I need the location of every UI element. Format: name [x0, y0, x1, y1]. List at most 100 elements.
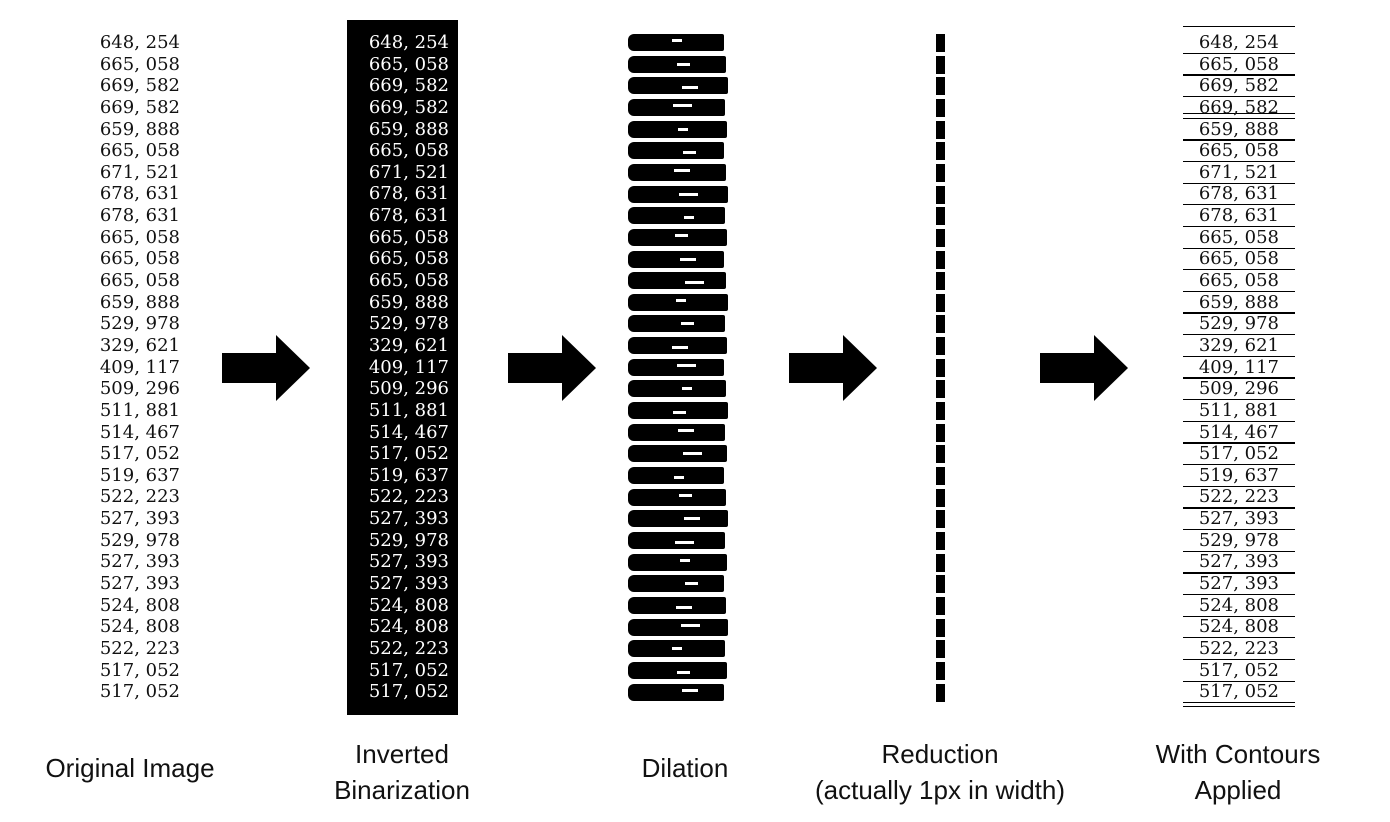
inverted-number-row: 527, 393	[368, 573, 449, 595]
contour-number-row: 659, 888	[1198, 291, 1279, 313]
original-number-row: 519, 637	[99, 464, 180, 486]
dilation-blob	[628, 510, 728, 528]
dilation-gap	[672, 39, 682, 42]
caption-line: Applied	[1194, 775, 1282, 805]
contour-line	[1183, 312, 1295, 314]
original-number-row: 678, 631	[99, 183, 180, 205]
dilation-gap	[683, 452, 702, 456]
contour-number-row: 527, 393	[1198, 508, 1279, 530]
contour-number-row: 669, 582	[1198, 96, 1279, 118]
dilation-gap	[677, 62, 690, 66]
contour-number-row: 671, 521	[1198, 161, 1279, 183]
dilation-blob	[628, 163, 726, 181]
caption-line: With Contours	[1155, 739, 1321, 769]
contour-line	[1183, 528, 1295, 531]
inverted-number-row: 409, 117	[368, 356, 449, 378]
inverted-number-row: 669, 582	[368, 75, 449, 97]
contour-line	[1183, 615, 1295, 617]
contour-line	[1183, 139, 1295, 141]
dilation-gap	[679, 192, 698, 196]
inverted-number-row: 678, 631	[368, 205, 449, 227]
original-number-row: 329, 621	[99, 334, 180, 356]
dilation-blob	[628, 358, 724, 376]
contour-line	[1183, 637, 1295, 639]
dilation-gap	[674, 168, 690, 172]
reduction-segment	[936, 683, 945, 702]
reduction-segment	[936, 250, 945, 269]
right-arrow-icon	[789, 335, 877, 401]
inverted-number-row: 671, 521	[368, 161, 449, 183]
contours-column: 648, 254 665, 058 669, 582 669, 582 659, 888…	[1185, 32, 1285, 703]
dilation-blob	[628, 142, 724, 160]
dilation-gap	[676, 605, 692, 609]
contour-line	[1183, 680, 1295, 682]
reduction-segment	[936, 488, 945, 507]
right-arrow-icon	[222, 335, 310, 401]
dilation-blob	[628, 553, 727, 571]
original-number-row: 511, 881	[99, 399, 180, 421]
dilation-gap	[684, 216, 694, 220]
reduction-segment	[936, 467, 945, 485]
contour-line	[1183, 112, 1295, 115]
original-number-row: 669, 582	[99, 96, 180, 118]
dilation-blob	[628, 34, 724, 51]
contour-line	[1183, 52, 1295, 54]
caption-line: Reduction	[881, 739, 999, 769]
reduction-segment	[936, 445, 945, 464]
contour-line	[1183, 485, 1295, 487]
reduction-segment	[936, 120, 945, 139]
dilation-gap	[672, 346, 688, 350]
contour-line	[1183, 117, 1295, 119]
reduction-segment	[936, 596, 945, 615]
dilation-blob	[628, 402, 728, 420]
reduction-column	[936, 0, 946, 822]
reduction-segment	[936, 272, 945, 291]
contour-line	[1183, 420, 1295, 422]
right-arrow-icon	[508, 335, 596, 401]
contour-number-row: 678, 631	[1198, 205, 1279, 227]
contour-number-row: 524, 808	[1198, 594, 1279, 616]
original-number-row: 524, 808	[99, 594, 180, 616]
contour-line	[1183, 507, 1295, 509]
caption-line: Binarization	[334, 775, 470, 805]
reduction-segment	[936, 402, 945, 421]
original-number-row: 527, 393	[99, 573, 180, 595]
inverted-number-row: 524, 808	[368, 616, 449, 638]
caption-original: Original Image	[10, 750, 250, 786]
reduction-segment	[936, 77, 945, 96]
dilation-blob	[628, 683, 724, 701]
inverted-number-row: 665, 058	[368, 53, 449, 75]
caption-reduction: Reduction (actually 1px in width)	[780, 736, 1100, 808]
original-number-row: 665, 058	[99, 270, 180, 292]
dilation-blob	[628, 640, 725, 658]
dilation-blob	[628, 596, 726, 614]
reduction-segment	[936, 228, 945, 247]
reduction-segment	[936, 358, 945, 377]
contour-top-line	[1183, 26, 1295, 28]
dilation-gap	[680, 257, 696, 261]
contour-number-row: 665, 058	[1198, 140, 1279, 162]
contour-line	[1183, 334, 1295, 336]
contour-line	[1183, 247, 1295, 249]
reduction-segment	[936, 293, 945, 312]
contour-line	[1183, 290, 1295, 293]
contour-number-row: 659, 888	[1198, 118, 1279, 140]
original-number-row: 529, 978	[99, 313, 180, 335]
inverted-binarization-panel	[347, 20, 458, 715]
original-number-row: 509, 296	[99, 378, 180, 400]
caption-line: (actually 1px in width)	[815, 775, 1065, 805]
reduction-segment	[936, 553, 945, 572]
inverted-number-row: 524, 808	[368, 594, 449, 616]
inverted-number-row: 517, 052	[368, 681, 449, 703]
dilation-gap	[679, 493, 692, 497]
inverted-number-row: 529, 978	[368, 313, 449, 335]
inverted-number-row: 517, 052	[368, 659, 449, 681]
contour-number-row: 517, 052	[1198, 681, 1279, 703]
dilation-gap	[684, 517, 700, 521]
original-number-row: 671, 521	[99, 161, 180, 183]
original-number-row: 517, 052	[99, 443, 180, 465]
dilation-gap	[677, 670, 690, 674]
contour-line	[1183, 377, 1295, 379]
contour-line	[1183, 399, 1295, 401]
contour-number-row: 514, 467	[1198, 421, 1279, 443]
